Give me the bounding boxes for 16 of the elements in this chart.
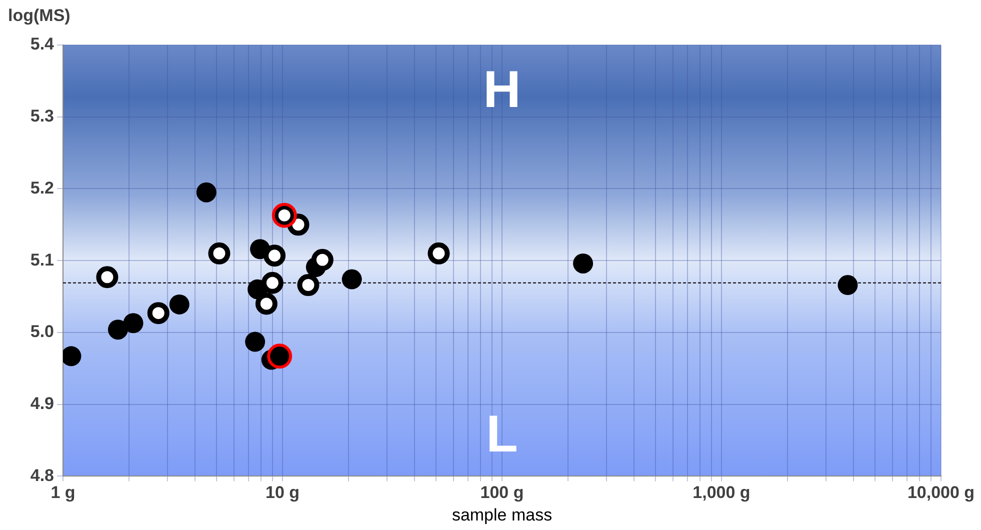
y-tick-label: 5.4	[30, 34, 55, 54]
y-tick-label: 5.2	[30, 178, 54, 198]
x-tick-label: 10 g	[265, 483, 300, 502]
x-tick-label: 100 g	[480, 483, 524, 502]
y-axis-title: log(MS)	[8, 6, 70, 26]
y-tick-label: 4.8	[30, 466, 54, 485]
y-tick-label: 5.0	[30, 322, 54, 342]
y-tick-label: 5.1	[30, 250, 54, 270]
x-tick-label: 1,000 g	[692, 483, 750, 502]
x-axis-title: sample mass	[452, 505, 552, 524]
x-tick-label: 10,000 g	[907, 483, 975, 502]
y-tick-label: 4.9	[30, 394, 54, 414]
annotation: L	[486, 406, 518, 464]
annotation: H	[483, 60, 521, 119]
x-tick-label: 1 g	[50, 483, 76, 502]
y-tick-label: 5.3	[30, 106, 54, 126]
